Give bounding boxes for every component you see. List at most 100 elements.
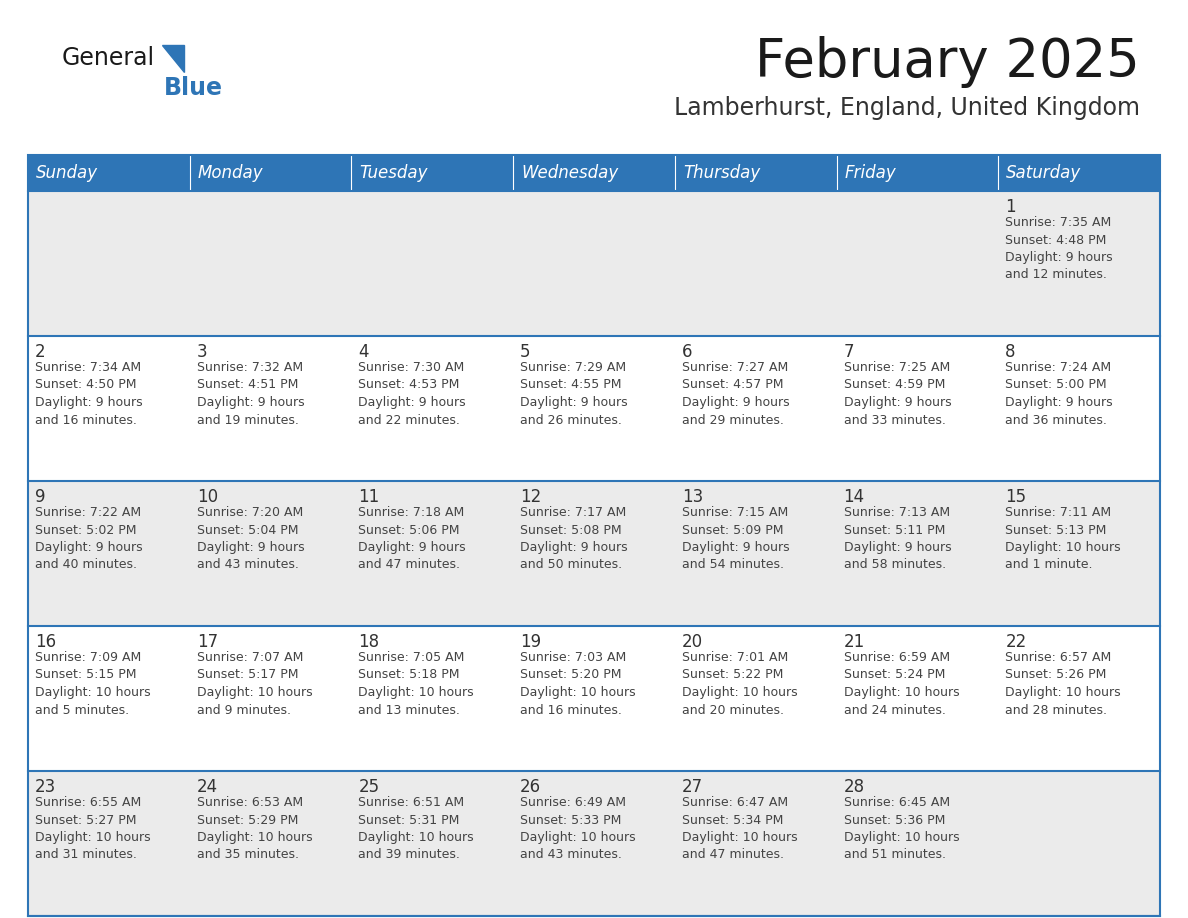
Text: Daylight: 9 hours: Daylight: 9 hours [682, 541, 790, 554]
Text: 19: 19 [520, 633, 542, 651]
Text: Sunset: 5:31 PM: Sunset: 5:31 PM [359, 813, 460, 826]
Text: 9: 9 [34, 488, 45, 506]
Text: 3: 3 [197, 343, 208, 361]
Text: and 12 minutes.: and 12 minutes. [1005, 268, 1107, 282]
Text: Sunrise: 7:18 AM: Sunrise: 7:18 AM [359, 506, 465, 519]
Text: and 40 minutes.: and 40 minutes. [34, 558, 137, 572]
Text: Sunrise: 7:11 AM: Sunrise: 7:11 AM [1005, 506, 1112, 519]
Text: Sunrise: 7:15 AM: Sunrise: 7:15 AM [682, 506, 788, 519]
Bar [29, 481, 1159, 626]
Text: and 31 minutes.: and 31 minutes. [34, 848, 137, 861]
Text: Sunrise: 7:01 AM: Sunrise: 7:01 AM [682, 651, 788, 664]
Text: Wednesday: Wednesday [522, 164, 619, 182]
Text: 24: 24 [197, 778, 217, 796]
Text: Sunset: 4:53 PM: Sunset: 4:53 PM [359, 378, 460, 391]
Text: and 33 minutes.: and 33 minutes. [843, 413, 946, 427]
Text: Sunset: 5:13 PM: Sunset: 5:13 PM [1005, 523, 1107, 536]
Text: Sunrise: 6:55 AM: Sunrise: 6:55 AM [34, 796, 141, 809]
Text: Sunrise: 7:05 AM: Sunrise: 7:05 AM [359, 651, 465, 664]
Text: Daylight: 10 hours: Daylight: 10 hours [359, 686, 474, 699]
Text: Sunset: 5:18 PM: Sunset: 5:18 PM [359, 668, 460, 681]
Text: Sunset: 5:17 PM: Sunset: 5:17 PM [197, 668, 298, 681]
Text: Sunset: 5:15 PM: Sunset: 5:15 PM [34, 668, 137, 681]
Bar [29, 626, 1159, 771]
Text: Sunrise: 6:57 AM: Sunrise: 6:57 AM [1005, 651, 1112, 664]
Text: 4: 4 [359, 343, 369, 361]
Text: Daylight: 10 hours: Daylight: 10 hours [843, 831, 959, 844]
Text: Sunrise: 7:24 AM: Sunrise: 7:24 AM [1005, 361, 1112, 374]
Text: 5: 5 [520, 343, 531, 361]
Bar [998, 155, 1159, 191]
Text: Sunrise: 7:22 AM: Sunrise: 7:22 AM [34, 506, 141, 519]
Text: and 19 minutes.: and 19 minutes. [197, 413, 298, 427]
Text: and 1 minute.: and 1 minute. [1005, 558, 1093, 572]
Text: 2: 2 [34, 343, 45, 361]
Text: Sunrise: 6:53 AM: Sunrise: 6:53 AM [197, 796, 303, 809]
Text: Daylight: 9 hours: Daylight: 9 hours [197, 396, 304, 409]
Text: Daylight: 9 hours: Daylight: 9 hours [34, 541, 143, 554]
Bar [29, 336, 1159, 481]
Bar [836, 155, 998, 191]
Text: and 43 minutes.: and 43 minutes. [197, 558, 298, 572]
Text: Sunset: 5:27 PM: Sunset: 5:27 PM [34, 813, 137, 826]
Text: 23: 23 [34, 778, 56, 796]
Text: Daylight: 10 hours: Daylight: 10 hours [197, 686, 312, 699]
Text: and 26 minutes.: and 26 minutes. [520, 413, 623, 427]
Polygon shape [162, 45, 184, 72]
Text: 27: 27 [682, 778, 703, 796]
Text: Sunrise: 7:07 AM: Sunrise: 7:07 AM [197, 651, 303, 664]
Text: Sunset: 5:04 PM: Sunset: 5:04 PM [197, 523, 298, 536]
Text: 18: 18 [359, 633, 379, 651]
Text: Daylight: 9 hours: Daylight: 9 hours [1005, 251, 1113, 264]
Text: 26: 26 [520, 778, 542, 796]
Text: and 5 minutes.: and 5 minutes. [34, 703, 129, 717]
Text: and 36 minutes.: and 36 minutes. [1005, 413, 1107, 427]
Bar [29, 155, 1159, 916]
Text: Sunrise: 7:32 AM: Sunrise: 7:32 AM [197, 361, 303, 374]
Text: Sunset: 4:51 PM: Sunset: 4:51 PM [197, 378, 298, 391]
Text: Sunset: 5:29 PM: Sunset: 5:29 PM [197, 813, 298, 826]
Bar [513, 155, 675, 191]
Text: Sunrise: 7:35 AM: Sunrise: 7:35 AM [1005, 216, 1112, 229]
Text: Sunrise: 6:47 AM: Sunrise: 6:47 AM [682, 796, 788, 809]
Text: Daylight: 10 hours: Daylight: 10 hours [520, 831, 636, 844]
Text: Sunset: 5:02 PM: Sunset: 5:02 PM [34, 523, 137, 536]
Text: 12: 12 [520, 488, 542, 506]
Text: and 13 minutes.: and 13 minutes. [359, 703, 460, 717]
Text: Sunset: 5:34 PM: Sunset: 5:34 PM [682, 813, 783, 826]
Text: Sunset: 5:20 PM: Sunset: 5:20 PM [520, 668, 621, 681]
Text: 10: 10 [197, 488, 217, 506]
Text: 6: 6 [682, 343, 693, 361]
Text: Sunrise: 7:20 AM: Sunrise: 7:20 AM [197, 506, 303, 519]
Text: Sunrise: 6:45 AM: Sunrise: 6:45 AM [843, 796, 949, 809]
Text: 11: 11 [359, 488, 380, 506]
Text: General: General [62, 46, 156, 70]
Text: 1: 1 [1005, 198, 1016, 216]
Text: Daylight: 9 hours: Daylight: 9 hours [359, 396, 466, 409]
Text: Sunrise: 7:30 AM: Sunrise: 7:30 AM [359, 361, 465, 374]
Text: Daylight: 9 hours: Daylight: 9 hours [843, 396, 952, 409]
Text: Sunset: 5:24 PM: Sunset: 5:24 PM [843, 668, 944, 681]
Text: Daylight: 9 hours: Daylight: 9 hours [520, 541, 627, 554]
Text: Daylight: 10 hours: Daylight: 10 hours [843, 686, 959, 699]
Text: 8: 8 [1005, 343, 1016, 361]
Text: Blue: Blue [164, 76, 223, 100]
Text: 17: 17 [197, 633, 217, 651]
Text: Daylight: 10 hours: Daylight: 10 hours [682, 686, 797, 699]
Text: Daylight: 9 hours: Daylight: 9 hours [197, 541, 304, 554]
Text: Thursday: Thursday [683, 164, 760, 182]
Text: and 47 minutes.: and 47 minutes. [359, 558, 461, 572]
Text: February 2025: February 2025 [756, 36, 1140, 88]
Bar [352, 155, 513, 191]
Text: 22: 22 [1005, 633, 1026, 651]
Text: Sunrise: 7:09 AM: Sunrise: 7:09 AM [34, 651, 141, 664]
Text: Sunday: Sunday [36, 164, 99, 182]
Text: Sunset: 5:00 PM: Sunset: 5:00 PM [1005, 378, 1107, 391]
Text: Daylight: 9 hours: Daylight: 9 hours [520, 396, 627, 409]
Text: and 47 minutes.: and 47 minutes. [682, 848, 784, 861]
Text: Sunset: 5:36 PM: Sunset: 5:36 PM [843, 813, 944, 826]
Text: Sunrise: 6:51 AM: Sunrise: 6:51 AM [359, 796, 465, 809]
Text: Sunset: 4:57 PM: Sunset: 4:57 PM [682, 378, 783, 391]
Bar [190, 155, 352, 191]
Text: and 51 minutes.: and 51 minutes. [843, 848, 946, 861]
